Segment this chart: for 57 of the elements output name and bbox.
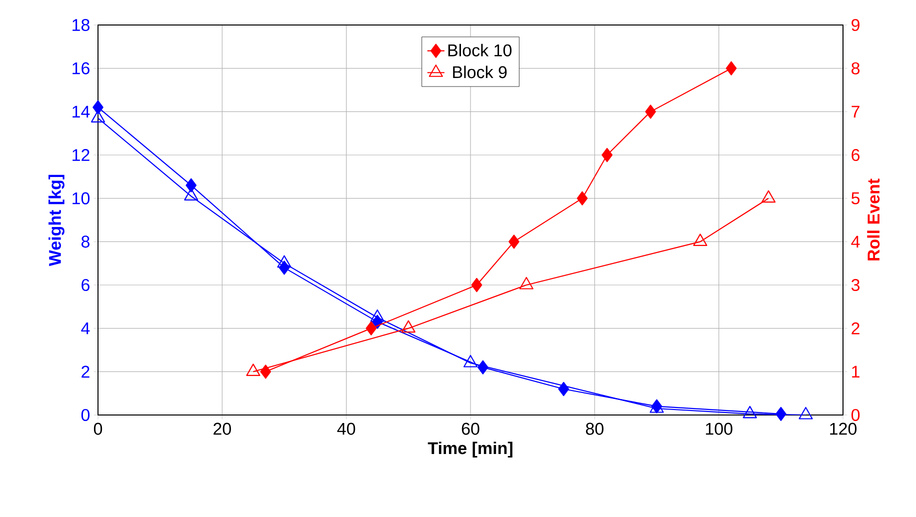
point <box>246 364 260 376</box>
y-tick-label: 14 <box>72 106 90 118</box>
point <box>370 309 384 322</box>
point <box>260 364 272 379</box>
y-tick-label: 4 <box>81 322 90 334</box>
y2-tick-label: 4 <box>851 236 860 248</box>
y2-tick-label: 7 <box>852 106 860 118</box>
point <box>90 110 106 122</box>
point <box>471 278 482 292</box>
y-tick-label: 8 <box>81 236 90 248</box>
x-axis-title: Time [min] <box>428 442 512 458</box>
y-tick-label: 12 <box>72 149 90 161</box>
y-tick-label: 18 <box>72 18 90 32</box>
x-tick-label: 60 <box>462 422 480 435</box>
y-tick-label: 10 <box>72 192 90 204</box>
x-tick-label: 120 <box>830 422 857 435</box>
y-axis-title: Weight [kg] <box>48 174 64 266</box>
y-tick-label: 2 <box>82 366 90 378</box>
y2-axis-title: Roll Event <box>867 178 880 260</box>
y-tick-label: 16 <box>72 62 90 74</box>
y2-tick-label: 0 <box>851 408 860 422</box>
point <box>602 148 613 162</box>
x-tick-label: 80 <box>586 422 604 435</box>
y2-tick-label: 9 <box>852 18 860 32</box>
y2-tick-label: 1 <box>852 366 860 378</box>
point <box>401 320 416 333</box>
y2-tick-label: 2 <box>852 322 860 334</box>
y2-tick-label: 5 <box>851 192 860 204</box>
point <box>742 406 757 418</box>
point <box>776 406 786 421</box>
point <box>186 178 197 192</box>
y-tick-label: 6 <box>82 278 90 292</box>
x-tick-label: 100 <box>706 422 732 435</box>
point <box>184 188 198 200</box>
y2-tick-label: 6 <box>852 148 860 162</box>
point <box>477 360 488 374</box>
point <box>645 104 656 119</box>
y2-tick-label: 8 <box>852 62 860 74</box>
point <box>726 61 737 76</box>
point <box>277 255 292 268</box>
point <box>761 190 776 203</box>
x-tick-label: 20 <box>214 422 231 435</box>
point <box>558 382 570 396</box>
legend-label: Block 9 <box>453 66 507 78</box>
point <box>519 276 534 290</box>
x-tick-label: 40 <box>337 422 356 435</box>
point <box>508 234 520 249</box>
point <box>463 354 478 368</box>
point <box>693 234 708 246</box>
y2-tick-label: 3 <box>851 278 860 292</box>
point <box>798 406 813 420</box>
legend-label: Block 10 <box>448 44 512 56</box>
point <box>92 100 104 114</box>
point <box>576 191 588 206</box>
x-tick-label: 0 <box>94 422 102 435</box>
point <box>366 321 377 336</box>
y-tick-label: 0 <box>81 408 90 422</box>
